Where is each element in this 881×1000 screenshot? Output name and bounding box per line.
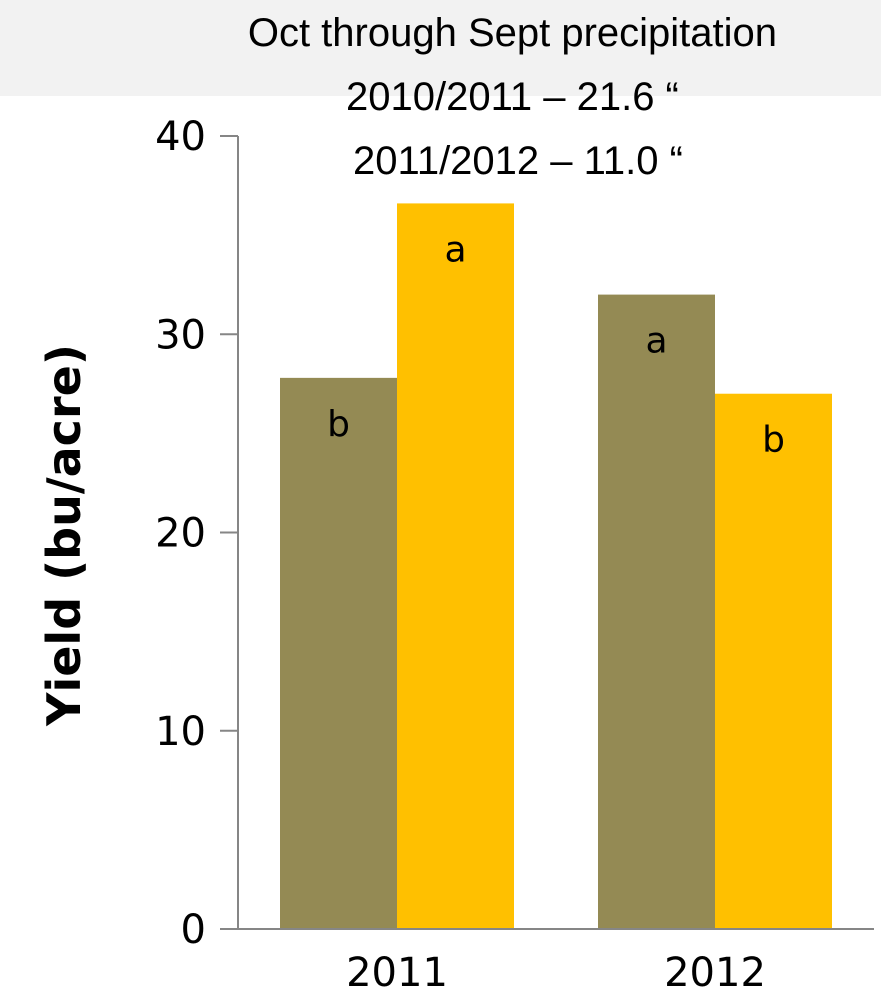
y-tick-label: 20 (155, 511, 206, 557)
y-axis-label: Yield (bu/acre) (37, 344, 91, 727)
labels-layer: b a 2011 a b 2012 0 10 20 30 40 (155, 114, 785, 996)
bar-2012-series-2 (715, 393, 832, 930)
annotation-line-2: 2010/2011 – 21.6 “ (346, 75, 679, 119)
bar-significance-label: b (327, 404, 350, 445)
y-tick-label: 10 (155, 709, 206, 755)
annotation-background (0, 0, 881, 96)
bars-layer (280, 203, 832, 930)
bar-2012-series-1 (598, 294, 715, 930)
bar-2011-series-1 (280, 377, 397, 929)
y-tick-label: 40 (155, 114, 206, 160)
bar-significance-label: a (645, 321, 667, 362)
axes-layer (220, 135, 874, 930)
x-tick-label: 2011 (346, 950, 448, 996)
annotation-line-1: Oct through Sept precipitation (248, 11, 777, 55)
precipitation-annotation: Oct through Sept precipitation 2010/2011… (248, 11, 788, 183)
bar-significance-label: b (762, 420, 785, 461)
y-tick-label: 30 (155, 312, 206, 358)
bar-2011-series-2 (397, 203, 514, 929)
annotation-line-3: 2011/2012 – 11.0 “ (353, 139, 683, 183)
x-tick-label: 2012 (664, 950, 766, 996)
y-tick-label: 0 (181, 907, 206, 953)
bar-significance-label: a (444, 229, 466, 270)
